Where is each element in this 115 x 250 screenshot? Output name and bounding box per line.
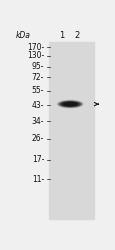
Text: 95-: 95- (31, 62, 44, 71)
Text: 1: 1 (58, 31, 63, 40)
Text: 43-: 43- (31, 100, 44, 110)
Text: kDa: kDa (16, 31, 31, 40)
Ellipse shape (58, 100, 82, 108)
Bar (48, 42, 93, 219)
Text: 34-: 34- (31, 117, 44, 126)
Text: 72-: 72- (32, 73, 44, 82)
Text: 2: 2 (74, 31, 79, 40)
Text: 55-: 55- (31, 86, 44, 95)
Text: 130-: 130- (27, 52, 44, 60)
Ellipse shape (59, 101, 80, 107)
Text: 17-: 17- (32, 156, 44, 164)
Text: 170-: 170- (27, 43, 44, 52)
Ellipse shape (62, 102, 78, 106)
Text: 11-: 11- (32, 175, 44, 184)
Ellipse shape (56, 100, 83, 108)
Text: 26-: 26- (32, 134, 44, 143)
